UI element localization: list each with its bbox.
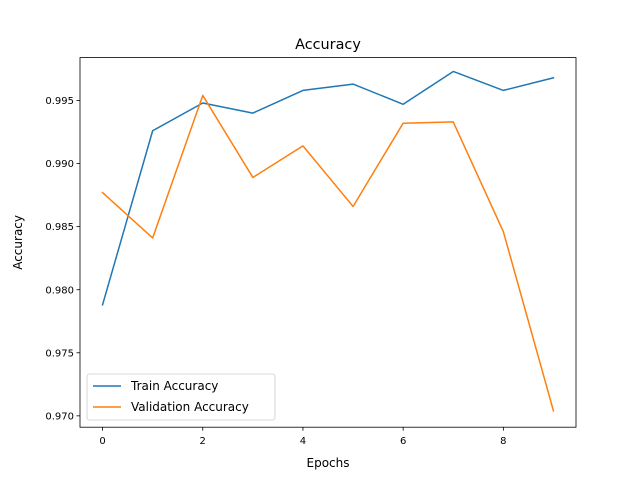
chart-title: Accuracy [295,37,361,53]
x-tick-label: 8 [500,436,506,447]
series-line-1 [101,94,555,412]
x-tick-label: 2 [200,436,206,447]
y-axis-label: Accuracy [11,215,25,270]
y-tick-label: 0.980 [45,285,74,296]
x-tick-label: 0 [99,436,105,447]
y-tick-label: 0.995 [45,96,74,107]
x-tick-label: 4 [300,436,306,447]
plot-frame [79,57,577,428]
legend: Train Accuracy Validation Accuracy [86,373,276,421]
series-line-0 [101,70,555,306]
axes-layer: 0 2 4 6 8 0.970 0.975 0.980 0.985 0.990 0.995 [45,96,506,447]
y-tick-label: 0.975 [45,348,74,359]
x-tick-label: 6 [400,436,406,447]
y-tick-label: 0.990 [45,159,74,170]
y-tick-label: 0.970 [45,411,74,422]
legend-label-0: Train Accuracy [130,379,218,393]
plot-layer [101,70,555,412]
legend-box [86,373,276,421]
x-axis-label: Epochs [307,456,350,470]
y-tick-label: 0.985 [45,222,74,233]
legend-label-1: Validation Accuracy [131,400,249,414]
